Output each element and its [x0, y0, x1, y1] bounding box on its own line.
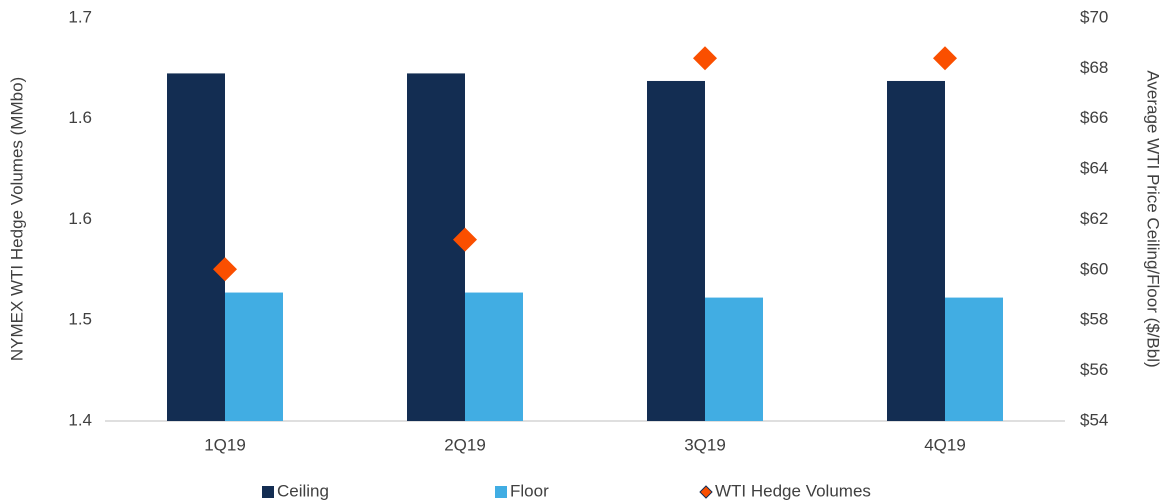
bar — [647, 80, 705, 421]
y2-tick-label: $64 — [1080, 159, 1108, 178]
bar — [705, 297, 763, 421]
x-tick-label: 3Q19 — [684, 435, 726, 454]
diamond-marker — [693, 46, 717, 71]
legend-swatch — [699, 485, 713, 499]
y2-tick-label: $68 — [1080, 58, 1108, 77]
y-tick-label: 1.6 — [68, 108, 92, 127]
diamond-marker — [933, 46, 957, 71]
y2-tick-label: $58 — [1080, 310, 1108, 329]
x-tick-label: 2Q19 — [444, 435, 486, 454]
y2-tick-label: $70 — [1080, 7, 1108, 26]
bar — [225, 292, 283, 421]
legend-label: Floor — [510, 481, 549, 500]
y-tick-label: 1.6 — [68, 209, 92, 228]
legend-swatch — [262, 486, 274, 498]
y2-tick-label: $54 — [1080, 410, 1108, 429]
y2-tick-label: $62 — [1080, 209, 1108, 228]
x-tick-label: 1Q19 — [204, 435, 246, 454]
bar — [887, 80, 945, 421]
y2-axis-title: Average WTI Price Ceiling/Floor ($/Bbl) — [1144, 70, 1163, 367]
x-tick-label: 4Q19 — [924, 435, 966, 454]
y-tick-label: 1.5 — [68, 310, 92, 329]
y2-tick-label: $56 — [1080, 360, 1108, 379]
diamond-marker — [213, 257, 237, 282]
y-axis-title: NYMEX WTI Hedge Volumes (MMbo) — [7, 77, 26, 361]
y2-tick-label: $66 — [1080, 108, 1108, 127]
y2-tick-label: $60 — [1080, 259, 1108, 278]
y-tick-label: 1.4 — [68, 410, 92, 429]
legend-label: WTI Hedge Volumes — [715, 481, 871, 500]
bar — [465, 292, 523, 421]
y-tick-label: 1.7 — [68, 7, 92, 26]
bar — [167, 73, 225, 421]
bar — [945, 297, 1003, 421]
diamond-marker — [453, 227, 477, 252]
bar — [407, 73, 465, 421]
legend-swatch — [495, 486, 507, 498]
legend-label: Ceiling — [277, 481, 329, 500]
